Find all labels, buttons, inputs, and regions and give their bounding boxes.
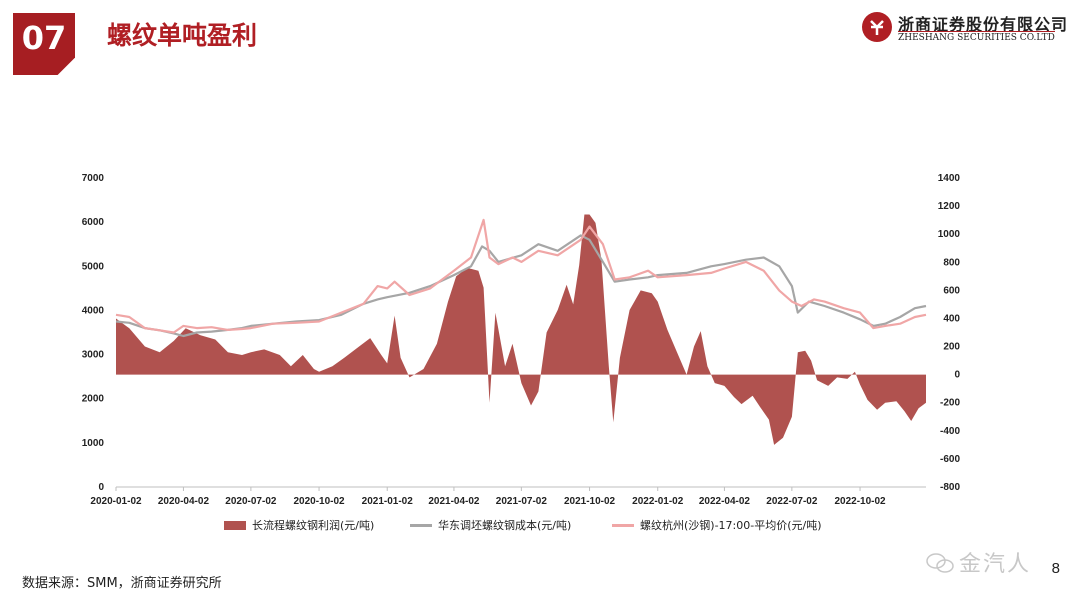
y-right-tick-label: 1400 [938, 173, 961, 184]
y-left-tick-label: 7000 [82, 173, 105, 184]
legend-label-profit: 长流程螺纹钢利润(元/吨) [252, 519, 375, 532]
legend-label-cost: 华东调坯螺纹钢成本(元/吨) [438, 519, 572, 532]
y-right-tick-label: -400 [940, 426, 960, 437]
y-right-tick-label: 400 [943, 313, 960, 324]
series-price-line [115, 218, 927, 334]
y-right-tick-label: 1200 [938, 201, 961, 212]
x-tick-label: 2021-07-02 [496, 496, 548, 507]
watermark: 金汽人 [925, 546, 1031, 578]
x-tick-label: 2022-10-02 [834, 496, 886, 507]
legend-item-profit: 长流程螺纹钢利润(元/吨) [224, 517, 374, 533]
y-right-tick-label: -800 [940, 482, 960, 493]
y-left-tick-label: 5000 [82, 261, 105, 272]
y-right-tick-label: 600 [943, 285, 960, 296]
section-badge: 07 [13, 13, 75, 75]
chart-legend: 长流程螺纹钢利润(元/吨) 华东调坯螺纹钢成本(元/吨) 螺纹杭州(沙钢)-17… [0, 517, 1080, 537]
legend-item-cost: 华东调坯螺纹钢成本(元/吨) [410, 517, 571, 533]
data-source: 数据来源：SMM，浙商证券研究所 [22, 576, 222, 591]
logo-mark-icon [862, 12, 892, 42]
x-tick-label: 2020-10-02 [293, 496, 345, 507]
x-tick-label: 2020-04-02 [158, 496, 210, 507]
logo-name-en: ZHESHANG SECURITIES CO.LTD [898, 31, 1055, 43]
y-right-tick-label: 0 [954, 370, 960, 381]
page-number: 8 [1051, 560, 1060, 577]
y-left-tick-label: 6000 [82, 217, 105, 228]
y-left-tick-label: 0 [98, 482, 104, 493]
legend-swatch-price [612, 523, 634, 527]
y-right-tick-label: -200 [940, 398, 960, 409]
x-tick-label: 2022-04-02 [699, 496, 751, 507]
y-left-tick-label: 3000 [82, 350, 105, 361]
series-cost-line [115, 234, 927, 338]
y-right-tick-label: 1000 [938, 229, 961, 240]
section-number: 07 [21, 19, 67, 57]
y-right-tick-label: -600 [940, 454, 960, 465]
x-tick-label: 2021-04-02 [428, 496, 480, 507]
legend-swatch-cost [410, 523, 432, 527]
x-tick-label: 2022-07-02 [766, 496, 818, 507]
watermark-text: 金汽人 [959, 552, 1032, 577]
y-left-tick-label: 2000 [82, 394, 105, 405]
legend-item-price: 螺纹杭州(沙钢)-17:00-平均价(元/吨) [612, 517, 822, 533]
page-title: 螺纹单吨盈利 [107, 21, 258, 50]
legend-label-price: 螺纹杭州(沙钢)-17:00-平均价(元/吨) [640, 519, 822, 532]
company-logo: 浙商证券股份有限公司 ZHESHANG SECURITIES CO.LTD [862, 10, 1067, 46]
x-tick-label: 2022-01-02 [632, 496, 684, 507]
y-left-tick-label: 4000 [82, 305, 105, 316]
x-tick-label: 2021-01-02 [362, 496, 414, 507]
x-tick-label: 2020-07-02 [225, 496, 277, 507]
y-right-tick-label: 800 [943, 257, 960, 268]
x-tick-label: 2020-01-02 [90, 496, 142, 507]
wechat-icon [926, 553, 954, 573]
logo-name-cn: 浙商证券股份有限公司 [898, 15, 1069, 34]
y-right-tick-label: 200 [943, 342, 960, 353]
legend-swatch-profit [224, 520, 246, 530]
x-tick-label: 2021-10-02 [564, 496, 616, 507]
y-left-tick-label: 1000 [82, 438, 105, 449]
